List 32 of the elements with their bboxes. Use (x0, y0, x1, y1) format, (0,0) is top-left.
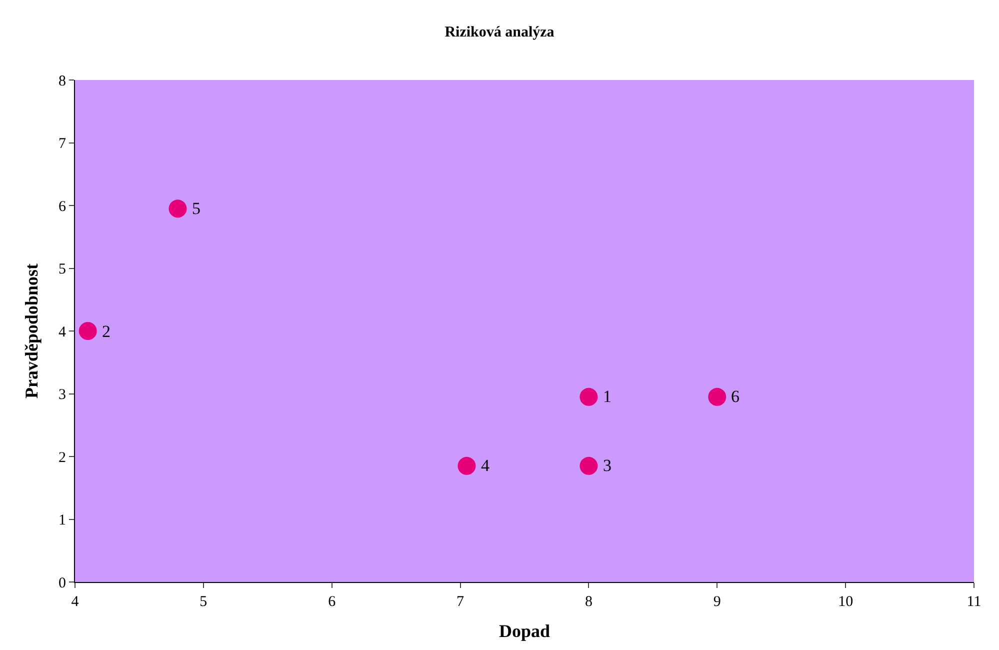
y-tick-label: 7 (58, 136, 66, 152)
x-tick-label: 8 (584, 594, 592, 610)
point (708, 388, 726, 406)
y-tick-label: 5 (58, 262, 66, 278)
x-tick-label: 9 (713, 594, 721, 610)
annotation: 4 (481, 456, 490, 475)
y-axis-title: Pravděpodobnost (22, 263, 42, 399)
point (78, 322, 97, 340)
y-tick-label: 2 (58, 450, 66, 466)
y-tick-label: 6 (58, 198, 66, 215)
y-tick-label: 8 (58, 73, 66, 90)
annotation: 3 (603, 456, 612, 475)
y-tick-label: 0 (58, 575, 66, 592)
annotation: 1 (603, 387, 612, 406)
annotation: 5 (192, 199, 200, 218)
point (580, 388, 598, 406)
y-tick-label: 4 (58, 324, 66, 340)
y-tick-label: 3 (58, 387, 66, 403)
chart-title: Riziková analýza (444, 24, 555, 40)
x-tick-label: 6 (328, 594, 336, 610)
point (168, 200, 187, 218)
annotation: 2 (102, 322, 110, 341)
x-tick-label: 4 (71, 594, 80, 610)
point (458, 456, 476, 475)
y-tick-label: 1 (58, 512, 66, 528)
point (580, 456, 598, 475)
x-tick-label: 7 (456, 594, 465, 610)
annotation: 6 (731, 387, 740, 406)
x-tick-label: 10 (838, 594, 854, 610)
x-tick-label: 11 (966, 594, 982, 610)
x-tick-label: 5 (200, 594, 208, 610)
x-axis-title: Dopad (498, 621, 550, 642)
